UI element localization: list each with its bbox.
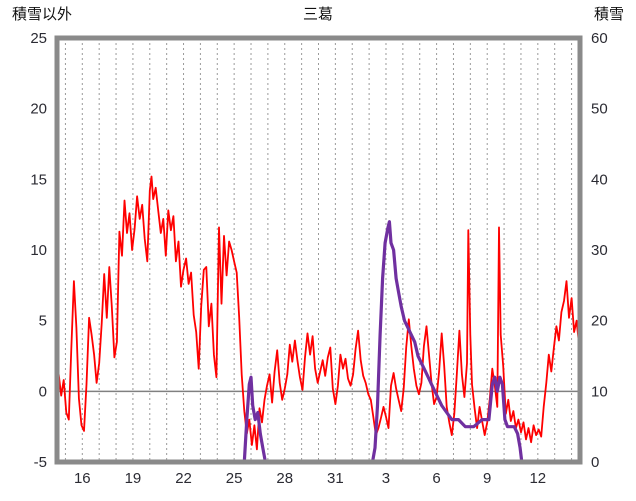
right-axis-tick-label: 60 — [591, 30, 608, 47]
x-axis-tick-label: 19 — [125, 470, 142, 487]
right-axis-tick-label: 40 — [591, 171, 608, 188]
x-axis-tick-label: 6 — [432, 470, 440, 487]
x-axis-tick-label: 25 — [226, 470, 243, 487]
right-axis-title: 積雪 — [593, 6, 624, 23]
left-axis-tick-label: 10 — [30, 242, 47, 259]
left-axis-tick-label: 20 — [30, 101, 47, 118]
right-axis-tick-label: 20 — [591, 313, 608, 330]
left-axis-tick-label: 15 — [30, 171, 47, 188]
left-axis-title: 積雪以外 — [12, 6, 73, 23]
right-axis-tick-label: 30 — [591, 242, 608, 259]
x-axis-tick-label: 16 — [74, 470, 91, 487]
left-axis-tick-label: 0 — [39, 383, 47, 400]
left-axis-tick-label: -5 — [34, 454, 47, 471]
x-axis-tick-label: 31 — [327, 470, 344, 487]
left-axis-tick-label: 25 — [30, 30, 47, 47]
x-axis-tick-label: 22 — [175, 470, 192, 487]
chart-title: 三葛 — [302, 6, 333, 23]
snow-depth-line — [57, 220, 582, 464]
x-axis-tick-label: 3 — [382, 470, 390, 487]
right-axis-tick-label: 0 — [591, 454, 599, 471]
plot-frame — [54, 35, 583, 465]
right-axis-tick-label: 50 — [591, 101, 608, 118]
x-axis-tick-label: 28 — [276, 470, 293, 487]
x-axis-tick-label: 12 — [529, 470, 546, 487]
temperature-line — [57, 175, 581, 451]
x-axis-tick-label: 9 — [483, 470, 491, 487]
left-axis-tick-label: 5 — [39, 313, 47, 330]
right-axis-tick-label: 10 — [591, 383, 608, 400]
